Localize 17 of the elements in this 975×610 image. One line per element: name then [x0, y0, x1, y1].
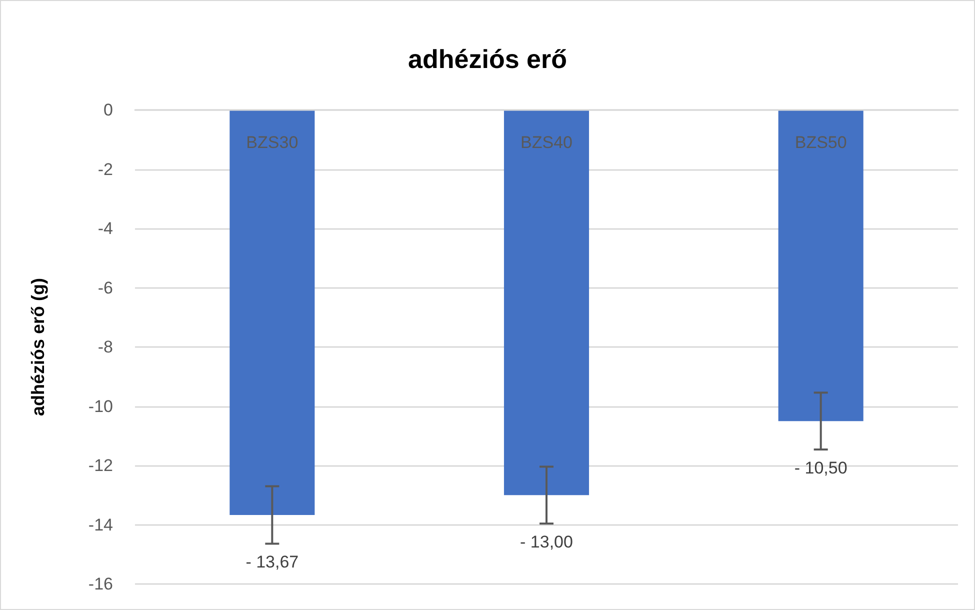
- y-tick-label: -6: [98, 278, 113, 298]
- data-label: - 13,67: [246, 552, 299, 572]
- x-tick-label: BZS40: [520, 133, 572, 152]
- y-tick-label: -12: [88, 456, 113, 475]
- chart-title: adhéziós erő: [408, 44, 567, 74]
- y-tick-label: -8: [98, 338, 113, 356]
- x-tick-label: BZS50: [794, 133, 847, 152]
- y-tick-label: -10: [88, 396, 113, 416]
- data-label: - 10,50: [794, 458, 848, 478]
- y-tick-label: -16: [88, 574, 113, 594]
- y-tick-label: -14: [88, 515, 113, 534]
- x-tick-label: BZS30: [246, 133, 298, 152]
- y-axis-title: adhéziós erő (g): [28, 278, 48, 416]
- data-label: - 13,00: [520, 532, 573, 552]
- y-tick-label: 0: [104, 100, 113, 120]
- y-tick-label: -2: [98, 160, 113, 179]
- y-tick-label: -4: [98, 219, 113, 238]
